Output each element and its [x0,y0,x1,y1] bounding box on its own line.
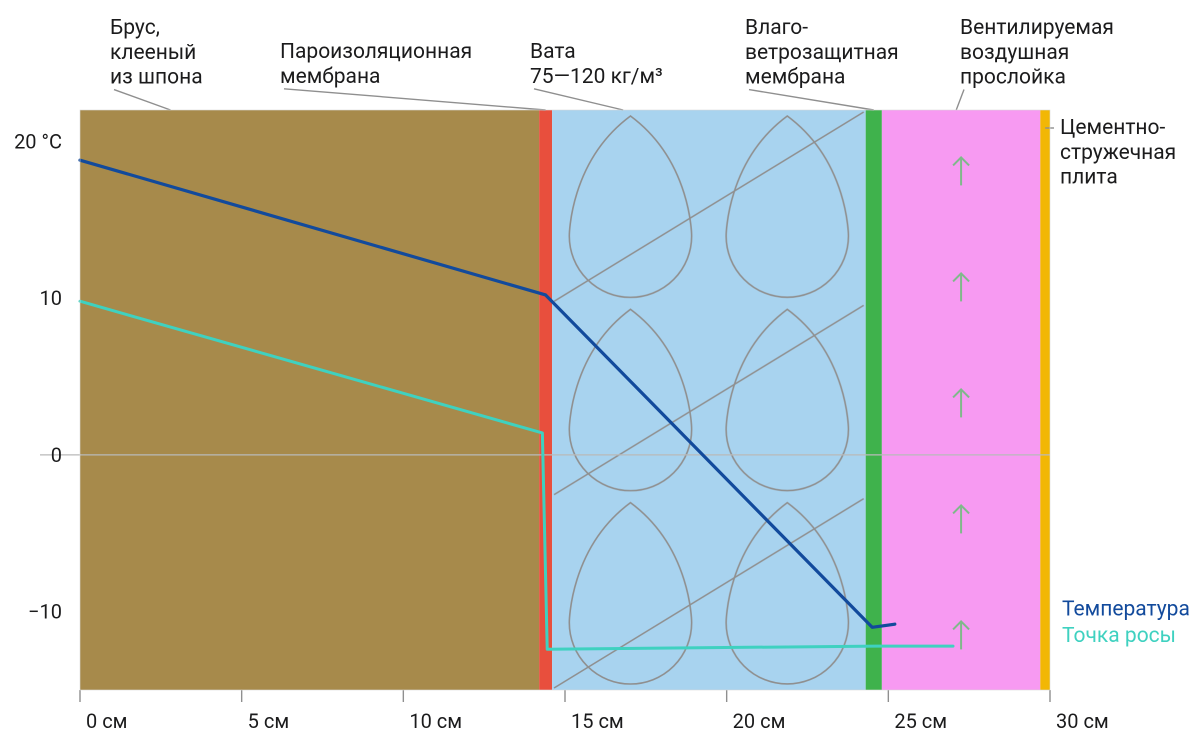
label-text: Брус, [110,16,160,40]
label-text: мембрана [280,65,380,89]
label-text: Пароизоляционная [280,40,472,64]
label-leader [284,89,546,110]
label-text: Цементно- [1060,116,1166,140]
label-text: Влаго- [745,16,808,40]
layer-cement [1040,110,1050,690]
label-text: мембрана [745,66,845,90]
x-tick-label: 20 см [733,709,786,733]
label-leader [534,89,623,110]
label-text: из шпона [110,66,203,90]
label-wind: Влаго-ветрозащитнаямембрана [745,16,899,110]
x-tick-label: 10 см [409,709,462,733]
y-tick-label: −10 [28,600,62,624]
label-timber: Брус,клееныйиз шпона [110,16,203,110]
layer-wool [552,110,866,690]
label-text: ветрозащитная [745,41,899,65]
label-text: клееный [110,41,196,65]
label-text: 75—120 кг/м³ [530,65,663,89]
y-tick-label: 0 [51,443,62,467]
label-text: прослойка [960,66,1066,90]
x-tick-label: 0 см [86,709,128,733]
x-tick-label: 5 см [248,709,290,733]
label-leader [956,90,964,110]
label-text: плита [1060,166,1118,190]
label-airgap: Вентилируемаявоздушнаяпрослойка [956,16,1114,110]
x-tick-label: 15 см [571,709,624,733]
label-leader [114,90,171,110]
label-text: Вата [530,40,576,64]
legend-dewpoint: Точка росы [1062,624,1176,648]
x-tick-label: 25 см [894,709,947,733]
x-tick-label: 30 см [1056,709,1109,733]
wall-section-diagram: −10 0 10 20 °С 0 см 5 см 10 см 15 см 20 см 25 см 3… [0,0,1200,751]
y-tick-label: 20 °С [14,129,62,153]
legend-temperature: Температура [1062,598,1190,622]
label-text: воздушная [960,41,1069,65]
label-cement: Цементно-стружечнаяплита [1045,116,1176,190]
wall-layers [80,110,1050,690]
label-vapor: Пароизоляционнаямембрана [280,40,546,110]
label-wool: Вата75—120 кг/м³ [530,40,663,110]
y-tick-label: 10 [40,286,62,310]
label-text: стружечная [1060,141,1176,165]
layer-timber [80,110,539,690]
label-text: Вентилируемая [960,16,1114,40]
layer-wind [866,110,882,690]
label-leader [749,90,874,110]
